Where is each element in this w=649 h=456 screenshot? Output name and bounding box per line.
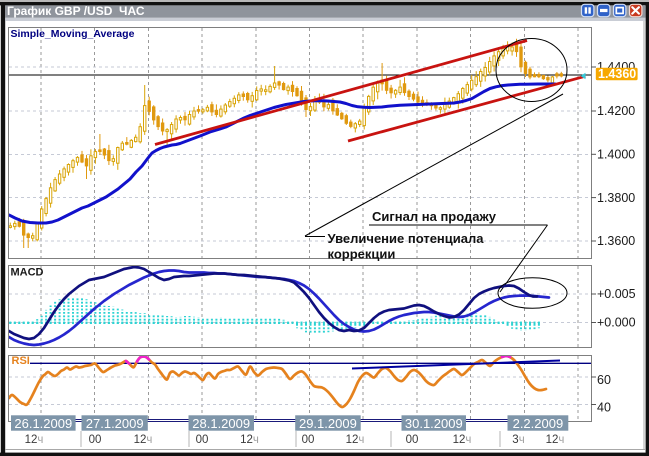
svg-text:12ч: 12ч [346,434,365,446]
svg-text:60: 60 [597,373,611,387]
svg-text:12ч: 12ч [25,434,44,446]
svg-text:40: 40 [597,401,611,415]
svg-text:28.1.2009: 28.1.2009 [192,416,250,431]
svg-text:12ч: 12ч [134,434,153,446]
svg-text:RSI: RSI [12,355,30,367]
svg-text:00: 00 [89,434,102,446]
svg-text:1.4200: 1.4200 [597,104,635,118]
svg-text:коррекции: коррекции [328,247,396,262]
svg-text:1.4000: 1.4000 [597,148,635,162]
svg-text:+0.000: +0.000 [597,316,636,330]
svg-text:+0.005: +0.005 [597,287,636,301]
svg-text:1.3800: 1.3800 [597,191,635,205]
svg-text:26.1.2009: 26.1.2009 [14,416,72,431]
svg-text:3ч: 3ч [512,434,524,446]
svg-text:12ч: 12ч [546,434,565,446]
svg-text:MACD: MACD [11,267,44,279]
svg-text:1.3600: 1.3600 [597,234,635,248]
svg-text:График GBP /USD ЧАС: График GBP /USD ЧАС [7,4,145,18]
svg-text:12ч: 12ч [453,434,472,446]
svg-text:00: 00 [196,434,209,446]
svg-text:12ч: 12ч [240,434,259,446]
svg-text:30.1.2009: 30.1.2009 [405,416,463,431]
svg-text:00: 00 [302,434,315,446]
svg-text:Сигнал на продажу: Сигнал на продажу [372,209,497,224]
svg-text:27.1.2009: 27.1.2009 [86,416,144,431]
svg-text:1.4360: 1.4360 [598,67,636,81]
svg-text:29.1.2009: 29.1.2009 [299,416,357,431]
svg-text:Увеличение потенциала: Увеличение потенциала [328,231,485,246]
svg-text:Simple_Moving_Average: Simple_Moving_Average [11,28,135,40]
svg-text:2.2.2009: 2.2.2009 [513,416,564,431]
svg-text:00: 00 [406,434,419,446]
